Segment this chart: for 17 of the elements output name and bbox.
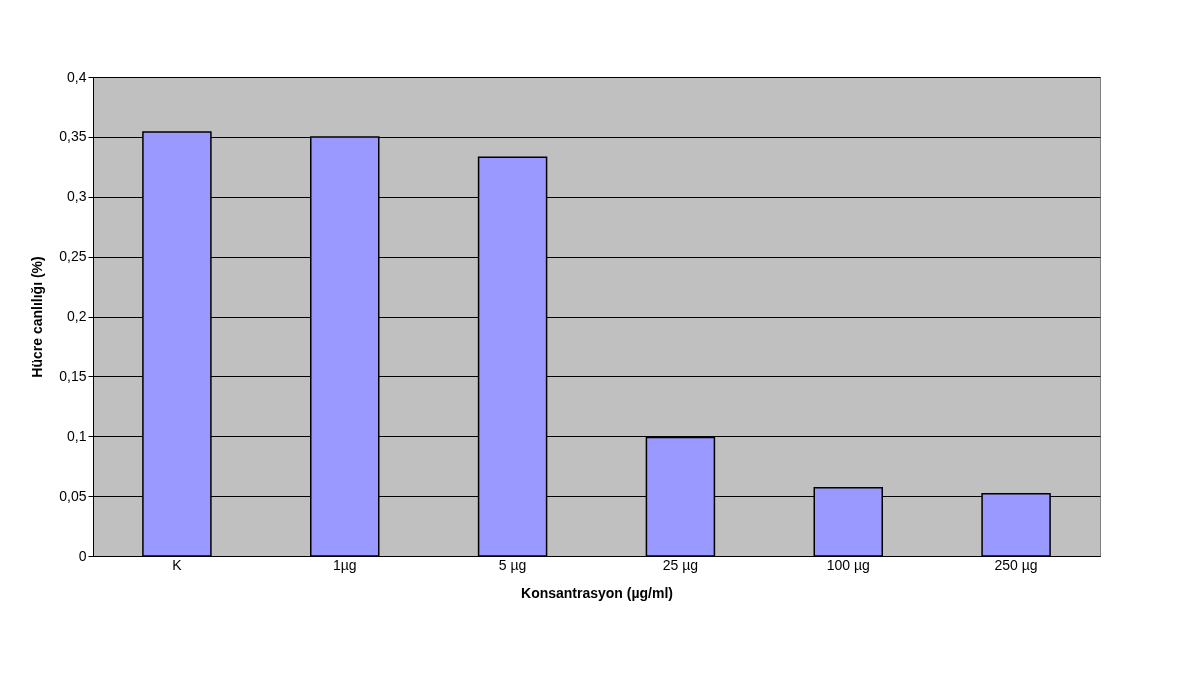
x-tick-label: 1µg: [332, 556, 357, 573]
x-tick-label: 5 µg: [498, 556, 527, 573]
y-tick-label: 0,2: [67, 308, 87, 324]
x-tick-label: 100 µg: [826, 556, 870, 573]
y-tick-label: 0,35: [59, 128, 87, 145]
y-tick-label: 0,1: [67, 427, 87, 444]
y-tick-label: 0: [78, 547, 87, 564]
y-tick-label: 0,25: [59, 248, 87, 265]
x-tick-label: 250 µg: [994, 556, 1038, 573]
y-tick-label: 0,05: [59, 487, 87, 504]
y-axis-title: Hücre canlılığı (%): [29, 256, 46, 378]
x-tick-label: 25 µg: [662, 556, 699, 573]
y-tick-label: 0,4: [67, 68, 87, 85]
x-axis-title: Konsantrasyon (µg/ml): [521, 584, 673, 601]
y-tick-label: 0,15: [59, 367, 87, 384]
y-tick-label: 0,3: [67, 188, 87, 205]
x-tick-label: K: [172, 556, 183, 573]
